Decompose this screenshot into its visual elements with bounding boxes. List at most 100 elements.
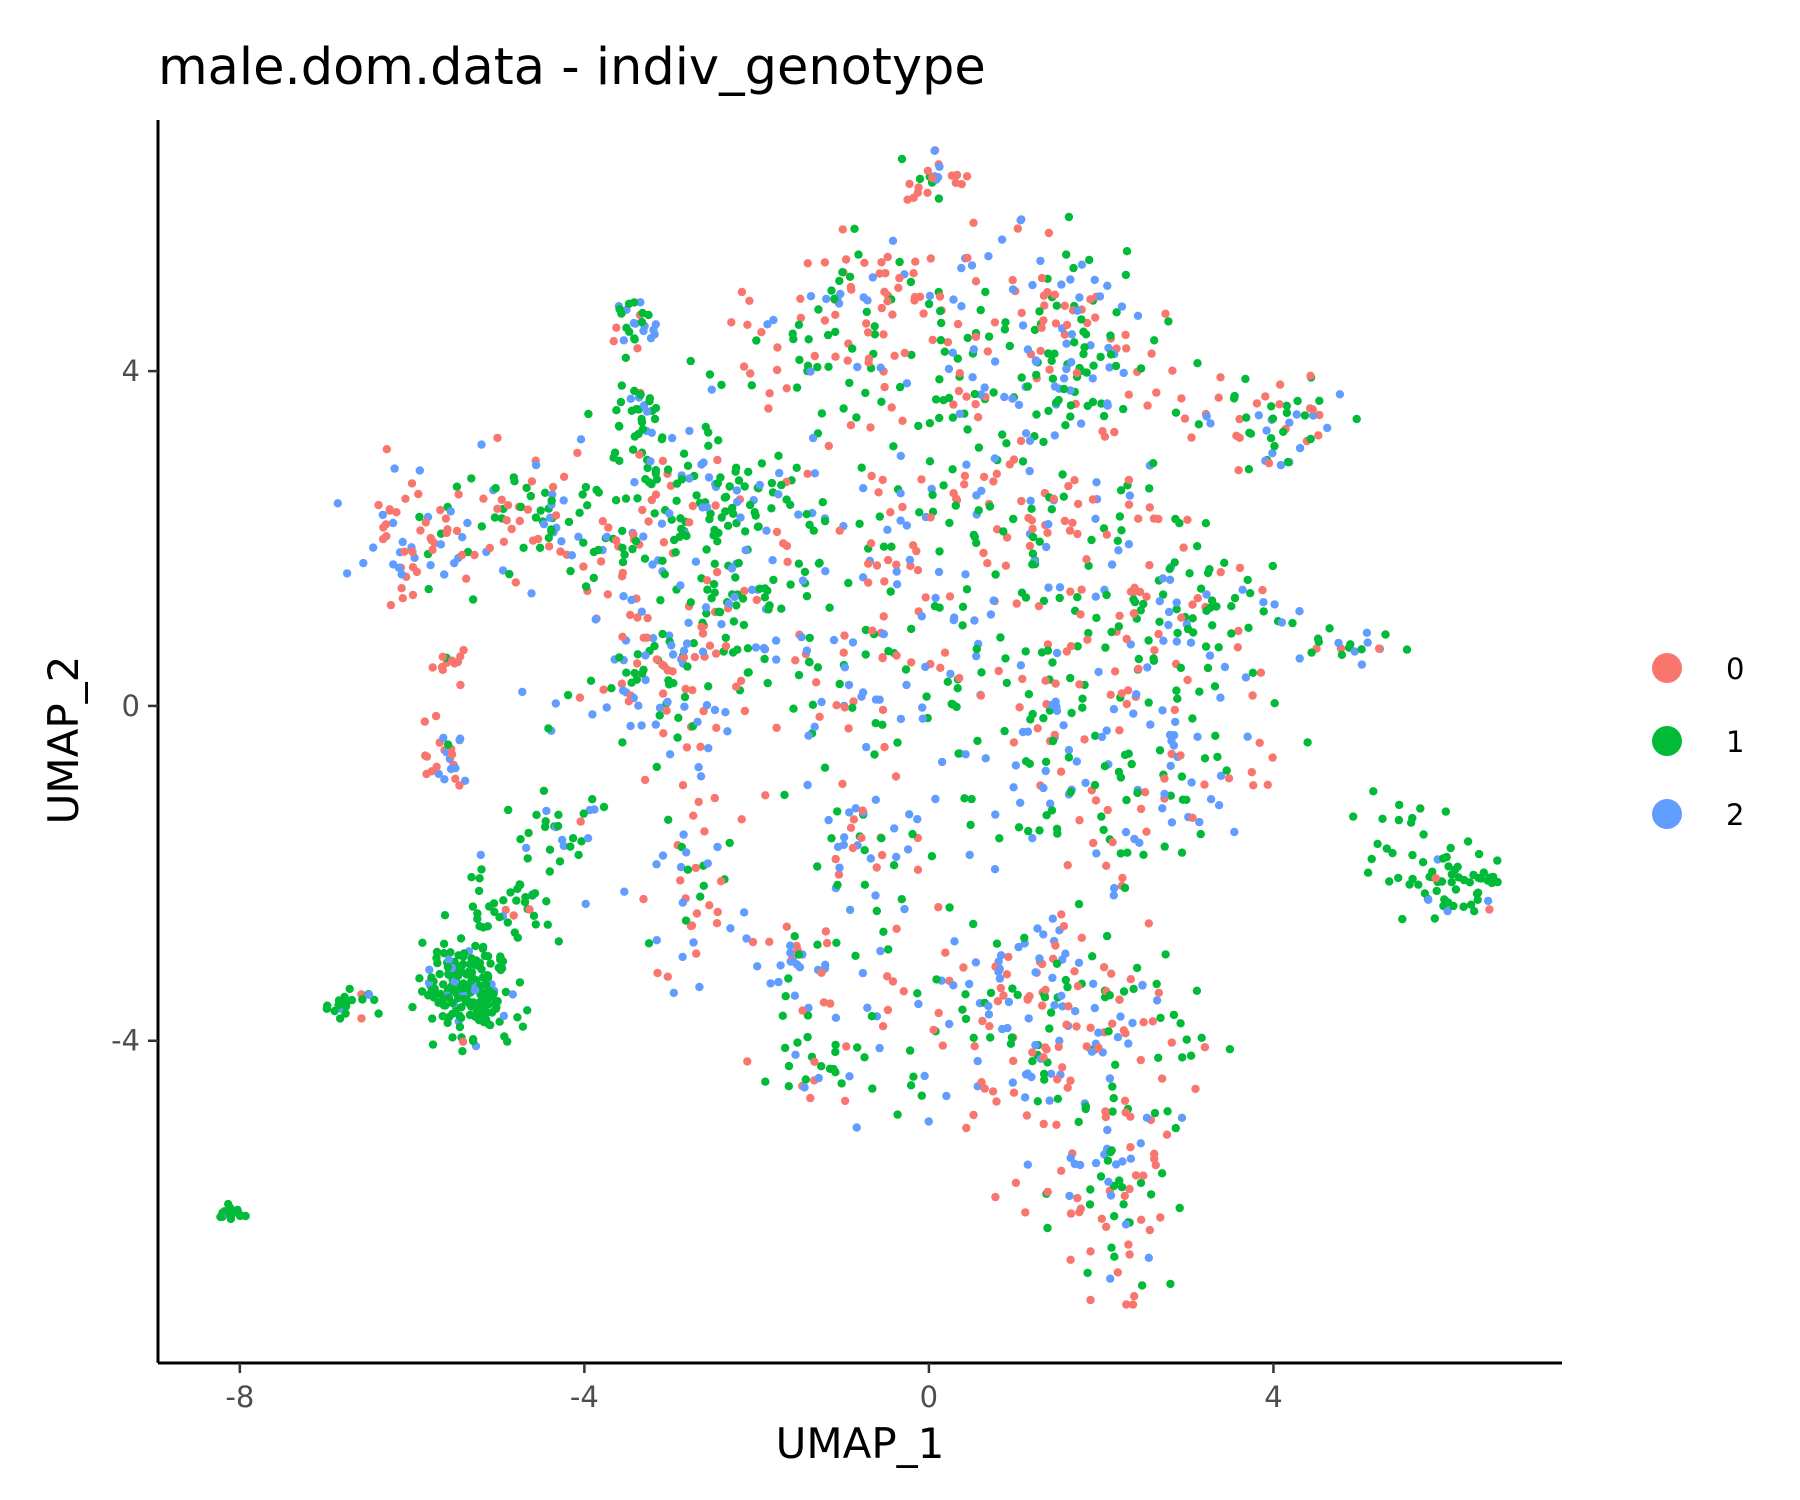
data-point-group-1 [428, 1040, 438, 1049]
data-point-group-1 [1006, 1039, 1016, 1049]
data-point-group-0 [1119, 1026, 1129, 1035]
data-point-group-1 [1213, 752, 1222, 762]
data-point-group-0 [414, 489, 423, 499]
data-point-group-1 [1200, 754, 1210, 763]
data-point-group-2 [1126, 1154, 1136, 1163]
data-point-group-0 [954, 386, 964, 396]
data-point-group-1 [541, 817, 550, 826]
data-point-group-1 [495, 913, 504, 922]
data-point-group-2 [676, 581, 685, 590]
data-point-group-1 [835, 679, 844, 689]
data-point-group-2 [1016, 661, 1026, 670]
data-point-group-2 [786, 941, 795, 950]
data-point-group-2 [955, 409, 964, 419]
data-point-group-0 [1091, 796, 1101, 805]
data-point-group-0 [773, 343, 782, 352]
data-point-group-0 [548, 482, 558, 492]
data-point-group-2 [822, 294, 831, 304]
data-point-group-1 [710, 525, 719, 535]
data-point-group-2 [984, 1010, 994, 1019]
data-point-group-2 [1111, 1160, 1121, 1169]
data-point-group-1 [1479, 868, 1489, 877]
data-point-group-1 [940, 347, 949, 356]
data-point-group-2 [626, 721, 635, 731]
data-point-group-0 [618, 632, 627, 641]
data-point-group-0 [1073, 499, 1083, 509]
data-point-group-2 [1102, 726, 1111, 735]
data-point-group-1 [1207, 596, 1217, 605]
data-point-group-2 [1020, 1093, 1030, 1102]
data-point-group-1 [1119, 1200, 1128, 1209]
data-point-group-0 [1086, 1023, 1095, 1032]
data-point-group-1 [1079, 349, 1088, 359]
data-point-group-1 [701, 422, 710, 432]
data-point-group-1 [981, 287, 990, 297]
data-point-group-2 [1046, 1069, 1056, 1079]
data-point-group-1 [460, 994, 469, 1004]
data-point-group-2 [902, 379, 912, 388]
data-point-group-2 [1031, 968, 1040, 977]
data-point-group-1 [1061, 421, 1070, 430]
data-point-group-1 [741, 527, 750, 536]
data-point-group-0 [1129, 609, 1139, 618]
data-point-group-0 [1066, 1209, 1076, 1218]
data-point-group-0 [732, 682, 741, 691]
data-point-group-1 [650, 641, 659, 651]
data-point-group-1 [1119, 404, 1128, 414]
data-point-group-0 [983, 347, 992, 356]
data-point-group-1 [643, 463, 652, 473]
data-point-group-0 [1124, 475, 1134, 485]
data-point-group-1 [1047, 505, 1057, 514]
data-point-group-1 [935, 413, 944, 423]
data-point-group-1 [486, 959, 495, 968]
data-point-group-1 [439, 949, 449, 958]
data-point-group-1 [1059, 384, 1069, 394]
data-point-group-0 [1143, 401, 1152, 410]
data-point-group-1 [1145, 484, 1154, 493]
data-point-group-2 [866, 854, 875, 863]
data-point-group-0 [921, 593, 930, 602]
data-point-group-2 [1158, 574, 1168, 583]
data-point-group-1 [1048, 736, 1058, 746]
data-point-group-0 [431, 711, 441, 721]
data-point-group-1 [631, 536, 641, 546]
data-point-group-1 [1069, 263, 1078, 273]
data-point-group-0 [1144, 919, 1154, 928]
data-point-group-1 [917, 1091, 926, 1100]
data-point-group-1 [1122, 795, 1131, 805]
data-point-group-1 [795, 355, 804, 365]
data-point-group-0 [1136, 804, 1146, 814]
data-point-group-0 [1139, 1018, 1148, 1027]
data-point-group-1 [479, 989, 488, 998]
data-point-group-0 [458, 1037, 468, 1046]
data-point-group-0 [716, 877, 726, 886]
data-point-group-2 [1045, 1096, 1054, 1105]
data-point-group-1 [1064, 753, 1074, 762]
data-point-group-0 [1002, 970, 1012, 979]
data-point-group-1 [1164, 317, 1173, 326]
data-point-group-0 [688, 686, 697, 695]
data-point-group-0 [1145, 561, 1154, 570]
data-point-group-2 [1103, 281, 1112, 290]
data-point-group-0 [919, 309, 928, 318]
data-point-group-0 [1039, 316, 1048, 325]
data-point-group-0 [955, 369, 964, 378]
data-point-group-1 [792, 383, 802, 392]
data-point-group-0 [810, 351, 819, 361]
data-point-group-0 [453, 657, 463, 667]
data-point-group-0 [1134, 514, 1143, 523]
data-point-group-2 [791, 1050, 800, 1060]
data-point-group-2 [415, 466, 424, 475]
data-point-group-2 [1033, 924, 1042, 933]
data-point-group-2 [647, 428, 656, 437]
data-point-group-1 [568, 834, 578, 843]
data-point-group-1 [1013, 990, 1022, 1000]
data-point-group-2 [896, 489, 905, 498]
data-point-group-2 [1220, 662, 1230, 672]
data-point-group-0 [1060, 301, 1070, 310]
data-point-group-1 [1420, 889, 1430, 898]
data-point-group-2 [858, 573, 868, 582]
data-point-group-1 [1470, 907, 1479, 916]
data-point-group-2 [1055, 1036, 1064, 1046]
